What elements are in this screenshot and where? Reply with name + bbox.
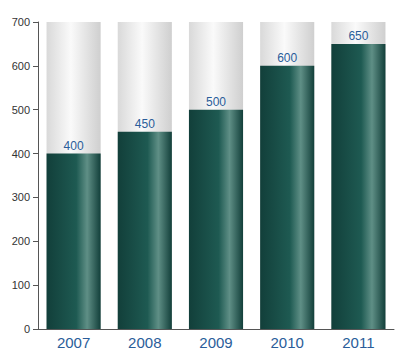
svg-text:100: 100 <box>12 279 30 291</box>
svg-text:2007: 2007 <box>57 334 90 351</box>
svg-text:2008: 2008 <box>128 334 161 351</box>
svg-text:400: 400 <box>64 139 84 153</box>
svg-text:450: 450 <box>135 117 155 131</box>
svg-text:300: 300 <box>12 191 30 203</box>
svg-text:2009: 2009 <box>199 334 232 351</box>
svg-text:2011: 2011 <box>342 334 374 351</box>
svg-text:600: 600 <box>12 60 30 72</box>
svg-text:2010: 2010 <box>271 334 304 351</box>
svg-text:700: 700 <box>12 16 30 28</box>
svg-text:400: 400 <box>12 148 30 160</box>
svg-text:650: 650 <box>348 29 368 43</box>
svg-text:0: 0 <box>24 323 30 335</box>
svg-text:200: 200 <box>12 235 30 247</box>
svg-text:500: 500 <box>12 104 30 116</box>
svg-text:500: 500 <box>206 95 226 109</box>
svg-text:600: 600 <box>277 51 297 65</box>
